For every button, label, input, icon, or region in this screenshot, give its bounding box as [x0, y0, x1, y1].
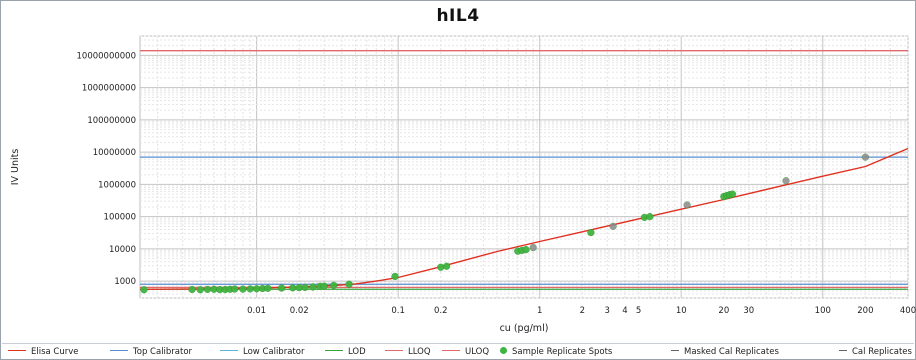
legend-label: Top Calibrator [133, 347, 193, 357]
legend-swatch [8, 350, 26, 351]
x-tick-label: 30 [743, 306, 754, 316]
y-tick-label: 1000000000 [82, 84, 136, 94]
cal-replicates-point [861, 153, 869, 161]
sample-replicate-spots-point [277, 284, 286, 292]
x-tick-label: 10 [676, 306, 687, 316]
x-tick-label: 0.02 [290, 306, 309, 316]
sample-replicate-spots-point [587, 229, 595, 237]
x-axis-title: cu (pg/ml) [500, 323, 549, 334]
cal-replicates-point [529, 243, 537, 252]
legend-item-elisa-curve: Elisa Curve [8, 346, 79, 358]
legend-swatch [325, 350, 343, 351]
legend-label: Low Calibrator [243, 347, 305, 357]
x-tick-label: 1 [537, 306, 542, 316]
x-tick-label: 0.01 [247, 306, 266, 316]
sample-replicate-spots-point [391, 272, 399, 281]
sample-replicate-spots-point [140, 286, 148, 294]
sample-replicate-spots-point [330, 281, 338, 289]
legend-label: LLOQ [408, 347, 431, 357]
legend-label: Sample Replicate Spots [512, 347, 613, 357]
legend-label: LOD [348, 347, 366, 357]
sample-replicate-spots-point [728, 190, 737, 198]
sample-replicate-spots-point [437, 263, 445, 271]
legend-swatch [442, 350, 460, 351]
sample-replicate-spots-point [239, 285, 247, 293]
sample-replicate-spots-point [289, 284, 297, 292]
sample-replicate-spots-point [196, 286, 204, 294]
tick-labels: 0.01 0.02 0.1 0.2 1 2 3 4 5 10 20 30 100 200 400 1000 10… [77, 51, 916, 316]
legend-label: Elisa Curve [31, 347, 79, 357]
legend-label: Cal Replicates [852, 347, 912, 357]
point-layer [140, 153, 869, 294]
sample-replicate-spots-point [301, 283, 309, 291]
sample-replicate-spots-point [522, 246, 530, 254]
sample-replicate-spots-point [231, 285, 239, 293]
sample-replicate-spots-point [264, 284, 272, 292]
sample-replicate-spots-point [188, 285, 196, 294]
x-tick-label: 400 [900, 306, 916, 316]
cal-replicates-point [782, 177, 790, 185]
legend-item-uloq: ULOQ [442, 346, 489, 358]
chart-title: hIL4 [436, 6, 480, 26]
x-tick-label: 20 [718, 306, 729, 316]
legend-item-masked-cal-replicates: Masked Cal Replicates [667, 346, 779, 358]
cal-replicates-point [609, 222, 617, 230]
x-tick-label: 0.1 [391, 306, 405, 316]
y-tick-label: 100000000 [87, 116, 136, 126]
x-tick-label: 0.2 [434, 306, 448, 316]
y-tick-label: 100000 [104, 213, 136, 223]
y-tick-label: 1000 [114, 277, 136, 287]
y-tick-label: 10000000000 [77, 51, 137, 61]
legend-item-low-calibrator: Low Calibrator [220, 346, 304, 358]
legend-item-lod: LOD [325, 346, 366, 358]
y-tick-label: 10000000 [93, 148, 136, 158]
reference-lines [140, 50, 908, 290]
curve-layer [139, 147, 909, 290]
x-tick-label: 4 [622, 306, 627, 316]
sample-replicate-spots-point [320, 282, 328, 290]
sample-replicate-spots-point [345, 280, 353, 288]
legend-swatch [839, 350, 847, 351]
plot-area: 0.01 0.02 0.1 0.2 1 2 3 4 5 10 20 30 100 200 400 1000 10… [10, 35, 916, 334]
sample-replicate-spots-point [646, 213, 654, 221]
cal-replicates-point [683, 201, 691, 209]
legend-swatch [385, 350, 403, 351]
legend: Elisa Curve Top Calibrator Low Calibrator L… [2, 343, 914, 358]
legend-swatch [220, 350, 238, 351]
sample-replicate-spots-point [443, 262, 451, 270]
legend-label: ULOQ [465, 347, 490, 357]
x-tick-label: 2 [580, 306, 585, 316]
x-tick-label: 3 [605, 306, 610, 316]
x-tick-label: 5 [636, 306, 641, 316]
legend-swatch [500, 347, 507, 354]
legend-item-cal-replicates: Cal Replicates [835, 346, 912, 358]
sample-replicate-spots-point [203, 285, 212, 293]
x-tick-label: 100 [815, 306, 831, 316]
sample-replicate-spots-point [246, 285, 254, 293]
elisa-curve-line [139, 147, 909, 290]
sample-replicate-spots-point [309, 283, 317, 291]
legend-swatch [671, 350, 679, 351]
legend-item-sample-replicate-spots: Sample Replicate Spots [496, 346, 612, 358]
legend-label: Masked Cal Replicates [684, 347, 779, 357]
legend-swatch [110, 350, 128, 351]
y-tick-label: 10000 [109, 245, 136, 255]
y-tick-label: 1000000 [98, 180, 136, 190]
y-axis-title: IV Units [10, 149, 21, 186]
x-tick-label: 200 [857, 306, 873, 316]
legend-item-lloq: LLOQ [385, 346, 431, 358]
grid-layer [139, 35, 909, 299]
legend-item-top-calibrator: Top Calibrator [110, 346, 192, 358]
